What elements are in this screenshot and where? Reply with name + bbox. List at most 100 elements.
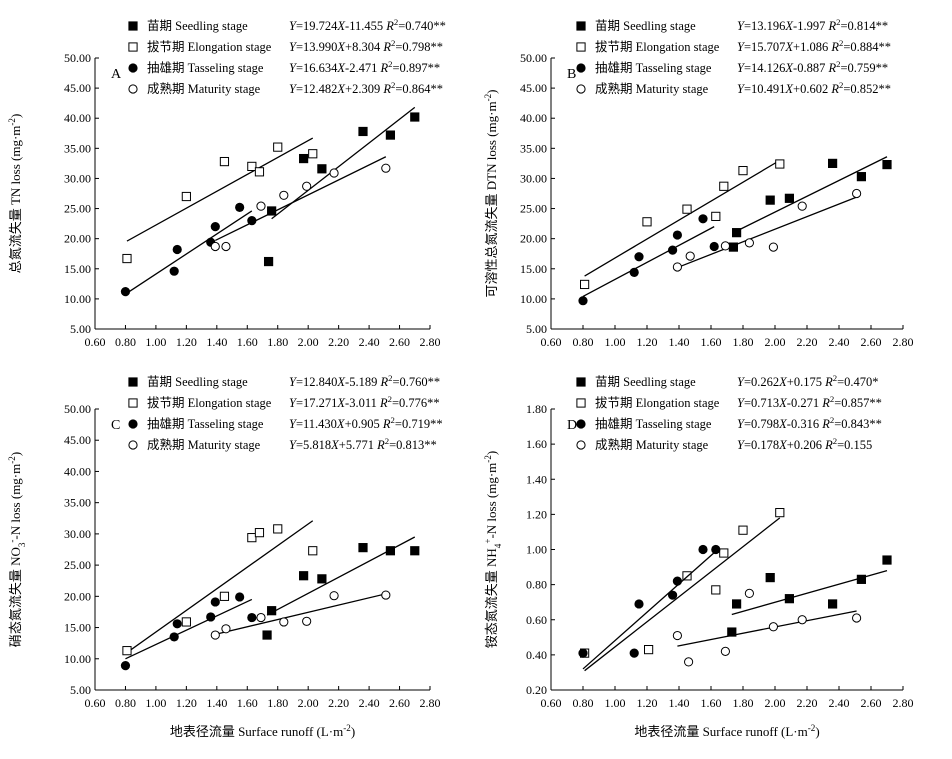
- data-point: [247, 533, 257, 543]
- y-tick-label: 0.40: [526, 648, 547, 662]
- y-tick-label: 20.00: [64, 232, 91, 246]
- data-point: [719, 181, 729, 191]
- y-tick-label: 1.00: [526, 543, 547, 557]
- legend-equation: Y=19.724X-11.455 R2=0.740**: [289, 17, 446, 33]
- data-point: [263, 256, 274, 267]
- data-point: [765, 195, 775, 205]
- x-tick-label: 1.40: [206, 335, 227, 349]
- series-3: [672, 188, 862, 272]
- data-point: [181, 617, 191, 627]
- x-tick-label: 0.60: [85, 335, 106, 349]
- x-tick-label: 1.60: [701, 696, 722, 710]
- data-point: [247, 612, 257, 623]
- data-point: [744, 588, 755, 599]
- y-tick-label: 1.60: [526, 437, 547, 451]
- x-tick-label: 1.00: [605, 335, 626, 349]
- y-tick-label: 40.00: [64, 111, 91, 125]
- series-1: [122, 137, 318, 264]
- data-point: [122, 646, 132, 656]
- y-tick-label: 0.20: [526, 683, 547, 697]
- legend-equation: Y=13.196X-1.997 R2=0.814**: [737, 17, 888, 33]
- legend-equation: Y=15.707X+1.086 R2=0.884**: [737, 38, 891, 54]
- data-point: [385, 130, 396, 140]
- data-point: [828, 599, 838, 609]
- x-tick-label: 2.80: [420, 335, 441, 349]
- y-tick-label: 15.00: [64, 621, 91, 635]
- legend-equation: Y=0.262X+0.175 R2=0.470*: [737, 373, 879, 389]
- legend-label: 成熟期 Maturity stage: [595, 437, 709, 452]
- data-point: [738, 525, 748, 535]
- data-point: [578, 296, 588, 306]
- legend-marker: [128, 440, 138, 450]
- x-tick-label: 2.40: [829, 696, 850, 710]
- data-point: [181, 191, 191, 202]
- x-tick-label: 2.40: [829, 335, 850, 349]
- x-axis-label: 地表径流量 Surface runoff (L·m-2): [170, 723, 355, 739]
- data-point: [711, 585, 721, 595]
- data-point: [738, 166, 748, 176]
- legend-marker: [576, 63, 586, 73]
- regression-line: [733, 156, 888, 234]
- data-point: [720, 241, 731, 251]
- data-point: [381, 163, 391, 173]
- chart-panel-c: 5.00 10.00 15.00 20.00 25.00 30.00 35.00 40.00 4…: [7, 373, 443, 739]
- series-0: [262, 536, 420, 640]
- legend-equation: Y=5.818X+5.771 R2=0.813**: [289, 436, 437, 452]
- y-tick-label: 5.00: [526, 322, 547, 336]
- regression-line: [271, 106, 416, 220]
- x-tick-label: 2.60: [389, 696, 410, 710]
- legend-equation: Y=12.482X+2.309 R2=0.864**: [289, 80, 443, 96]
- y-tick-label: 50.00: [64, 51, 91, 65]
- data-point: [642, 217, 652, 227]
- data-point: [267, 606, 277, 616]
- x-tick-label: 1.00: [605, 696, 626, 710]
- x-tick-label: 2.80: [893, 335, 914, 349]
- x-tick-label: 2.00: [298, 335, 319, 349]
- regression-line: [215, 156, 387, 242]
- legend-marker: [128, 377, 138, 387]
- legend-label: 成熟期 Maturity stage: [147, 437, 261, 452]
- data-point: [385, 546, 396, 556]
- series-0: [263, 106, 420, 267]
- data-point: [256, 201, 266, 211]
- data-point: [358, 543, 368, 553]
- data-point: [765, 573, 775, 583]
- x-tick-label: 1.20: [176, 335, 197, 349]
- series-0: [727, 555, 892, 637]
- data-point: [768, 622, 779, 632]
- data-point: [381, 590, 391, 600]
- x-tick-label: 2.80: [420, 696, 441, 710]
- legend-marker: [128, 398, 138, 408]
- panel-letter: A: [111, 67, 122, 82]
- series-1: [122, 520, 318, 656]
- legend-label: 苗期 Seedling stage: [147, 19, 248, 33]
- data-point: [308, 149, 318, 159]
- data-point: [169, 266, 179, 276]
- data-point: [279, 617, 289, 627]
- legend-label: 拔节期 Elongation stage: [147, 39, 272, 54]
- y-tick-label: 1.20: [526, 507, 547, 521]
- legend-equation: Y=12.840X-5.189 R2=0.760**: [289, 373, 440, 389]
- regression-line: [125, 210, 253, 295]
- series-2: [120, 202, 257, 297]
- data-point: [882, 159, 892, 170]
- data-point: [629, 648, 639, 658]
- data-point: [672, 630, 683, 641]
- y-tick-label: 35.00: [64, 141, 91, 155]
- y-tick-label: 45.00: [64, 433, 91, 447]
- y-tick-label: 30.00: [520, 171, 547, 185]
- data-point: [672, 230, 683, 240]
- y-axis-label: 可溶性总氮流失量 DTN loss (mg·m-2): [483, 89, 499, 297]
- y-tick-label: 40.00: [520, 111, 547, 125]
- x-tick-label: 1.80: [267, 335, 288, 349]
- data-point: [856, 574, 866, 584]
- x-tick-label: 1.00: [145, 335, 166, 349]
- legend-label: 拔节期 Elongation stage: [595, 39, 720, 54]
- y-tick-label: 20.00: [64, 589, 91, 603]
- data-point: [169, 632, 179, 642]
- series-0: [728, 156, 892, 252]
- y-tick-label: 15.00: [64, 262, 91, 276]
- y-tick-label: 0.80: [526, 578, 547, 592]
- data-point: [122, 253, 132, 264]
- x-tick-label: 0.80: [573, 335, 594, 349]
